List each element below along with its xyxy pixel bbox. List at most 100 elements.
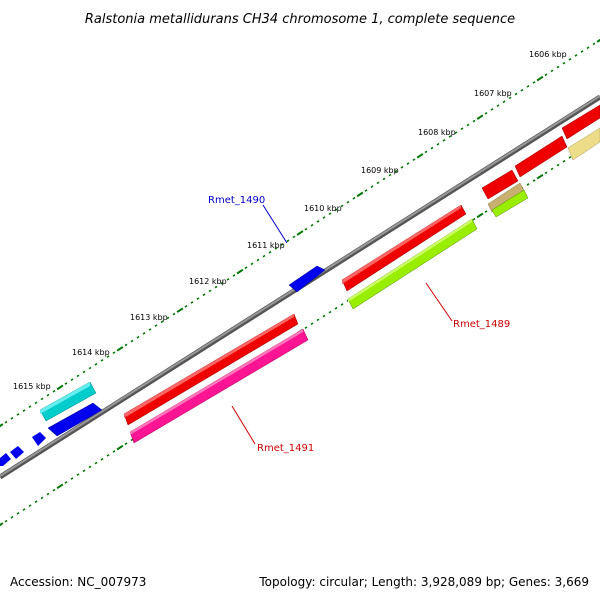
inner-minor-tick [76, 473, 80, 476]
outer-minor-tick [82, 370, 86, 374]
outer-major-tick [0, 423, 4, 428]
inner-major-tick [476, 212, 484, 219]
outer-minor-tick [136, 335, 140, 339]
gene-red-1606[interactable] [561, 104, 600, 140]
outer-major-tick [596, 38, 600, 43]
outer-minor-tick [40, 397, 44, 401]
inner-minor-tick [28, 504, 32, 507]
outer-minor-tick [142, 332, 146, 335]
outer-minor-tick [304, 227, 308, 231]
outer-minor-tick [364, 189, 368, 192]
outer-minor-tick [556, 65, 560, 69]
outer-minor-tick [568, 58, 572, 61]
outer-minor-tick [196, 297, 200, 300]
inner-minor-tick [4, 519, 8, 523]
outer-minor-tick [274, 247, 278, 250]
inner-minor-tick [88, 465, 92, 469]
leader-rmet-1490 [262, 204, 288, 244]
outer-minor-tick [232, 274, 236, 277]
inner-minor-tick [316, 318, 320, 322]
outer-major-tick [356, 191, 364, 198]
outer-minor-tick [286, 239, 290, 243]
outer-minor-tick [436, 142, 440, 146]
gene-rmet-1489-red-highlight [342, 205, 461, 284]
summary-text: Topology: circular; Length: 3,928,089 bp… [258, 575, 589, 589]
outer-minor-tick [376, 181, 380, 185]
inner-minor-tick [22, 508, 26, 511]
gene-blue-1615[interactable] [47, 402, 103, 437]
inner-minor-tick [52, 488, 56, 492]
outer-major-tick [116, 346, 124, 352]
outer-minor-tick [544, 73, 548, 77]
outer-minor-tick [160, 320, 164, 324]
outer-minor-tick [484, 112, 488, 115]
outer-minor-tick [502, 100, 506, 104]
tick-label-1607: 1607 kbp [474, 89, 512, 98]
outer-major-tick [536, 75, 544, 82]
outer-minor-tick [148, 328, 152, 331]
outer-minor-tick [244, 266, 248, 270]
gene-red-1607a[interactable] [481, 169, 519, 200]
inner-minor-tick [562, 159, 566, 163]
gene-rmet-1491-magenta[interactable] [129, 328, 309, 444]
gene-rmet-1491-red[interactable] [123, 313, 299, 426]
outer-minor-tick [406, 162, 410, 165]
outer-minor-tick [448, 135, 452, 138]
map-title: Ralstonia metallidurans CH34 chromosome … [85, 12, 515, 27]
gene-label-rmet-1489[interactable]: Rmet_1489 [453, 319, 510, 330]
outer-minor-tick [508, 96, 512, 100]
outer-minor-tick [496, 104, 500, 107]
gene-lime-1607[interactable] [491, 189, 529, 218]
outer-minor-tick [430, 146, 434, 150]
outer-minor-tick [310, 223, 314, 227]
outer-minor-tick [88, 366, 92, 370]
gene-rmet-1490[interactable] [288, 265, 326, 293]
forward-strand-genes [0, 265, 326, 466]
inner-minor-tick [322, 314, 326, 318]
outer-minor-tick [34, 401, 38, 405]
outer-major-tick [176, 307, 184, 313]
gene-label-rmet-1491[interactable]: Rmet_1491 [257, 443, 314, 454]
gene-red-1607b[interactable] [514, 135, 568, 178]
outer-minor-tick [460, 127, 464, 131]
outer-minor-tick [250, 262, 254, 266]
outer-minor-tick [28, 405, 32, 408]
gene-blue-small-3[interactable] [0, 453, 11, 466]
gene-rmet-1491-red-highlight [124, 314, 294, 418]
inner-minor-tick [334, 306, 338, 310]
outer-minor-tick [580, 50, 584, 53]
gene-blue-small-2[interactable] [10, 446, 24, 459]
outer-minor-tick [226, 278, 230, 281]
inner-major-tick [536, 173, 544, 180]
tick-label-1608: 1608 kbp [418, 128, 456, 137]
inner-minor-tick [100, 457, 104, 461]
inner-minor-tick [34, 500, 38, 504]
gene-label-rmet-1490[interactable]: Rmet_1490 [208, 195, 265, 206]
tick-label-1612: 1612 kbp [189, 277, 227, 286]
outer-minor-tick [166, 316, 170, 320]
tick-label-1614: 1614 kbp [72, 348, 110, 357]
inner-minor-tick [310, 322, 314, 326]
gene-blue-small-1[interactable] [32, 432, 46, 446]
outer-major-tick [476, 114, 484, 120]
gene-cyan-1615-highlight [40, 382, 90, 414]
outer-minor-tick [10, 416, 14, 420]
tick-label-1610: 1610 kbp [304, 204, 342, 213]
outer-minor-tick [64, 382, 68, 385]
outer-minor-tick [550, 69, 554, 73]
gene-khaki-1606[interactable] [567, 127, 600, 161]
accession-text: Accession: NC_007973 [10, 575, 146, 589]
outer-minor-tick [346, 200, 350, 204]
gene-rmet-1489-lime-highlight [348, 219, 472, 302]
outer-minor-tick [394, 169, 398, 173]
inner-major-tick [116, 444, 124, 451]
outer-minor-tick [412, 158, 416, 161]
outer-minor-tick [322, 216, 326, 219]
outer-minor-tick [202, 293, 206, 297]
inner-minor-tick [526, 183, 530, 186]
inner-minor-tick [532, 179, 536, 182]
outer-minor-tick [52, 389, 56, 393]
outer-minor-tick [4, 420, 8, 424]
